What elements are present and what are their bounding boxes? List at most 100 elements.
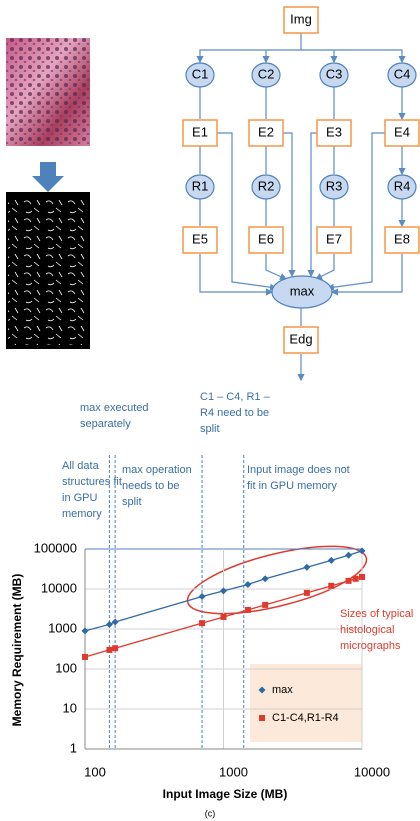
- point: [262, 602, 268, 608]
- annotation: structures fit: [62, 476, 122, 488]
- annotation: split: [200, 423, 220, 435]
- edge: [266, 254, 286, 279]
- node: C3: [320, 63, 348, 87]
- point: [245, 607, 251, 613]
- edge-lines: [8, 200, 88, 345]
- annotation: max operation: [122, 464, 192, 476]
- point: [82, 654, 88, 660]
- node: E6: [249, 227, 283, 253]
- annotation: needs to be: [122, 480, 180, 492]
- point: [353, 576, 359, 582]
- node: E4: [385, 120, 419, 146]
- y-tick-label: 100: [55, 660, 77, 675]
- edge: [200, 33, 301, 62]
- node: C4: [388, 63, 416, 87]
- caption: (c): [205, 808, 216, 818]
- node: R4: [388, 175, 416, 199]
- node-label: Edg: [289, 331, 312, 346]
- edge: [283, 133, 292, 276]
- edge: [301, 50, 402, 62]
- node: Img: [284, 7, 318, 33]
- y-tick-label: 10000: [41, 580, 77, 595]
- annotation: fit in GPU memory: [247, 480, 337, 492]
- point: [345, 552, 352, 559]
- point: [328, 557, 335, 564]
- legend-box: [250, 664, 362, 742]
- node: Edg: [284, 327, 318, 353]
- point: [199, 593, 206, 600]
- y-axis-title: Memory Requirement (MB): [10, 574, 24, 727]
- point: [244, 581, 251, 588]
- x-tick-label: 10000: [354, 764, 390, 779]
- annotation: Sizes of typical: [340, 608, 413, 620]
- node-label: E5: [192, 231, 208, 246]
- edge: [200, 87, 402, 119]
- point: [221, 614, 227, 620]
- figure: Img C1 C2 C3 C4 E1 E2 E3 E4 R1 R2 R3 R4 E5 E6 E7 E8 max Ed…: [0, 0, 420, 821]
- y-tick-label: 100000: [34, 540, 77, 555]
- node: E2: [249, 120, 283, 146]
- node-label: R2: [258, 178, 275, 193]
- node: C2: [252, 63, 280, 87]
- node-label: R3: [326, 178, 343, 193]
- annotation: split: [122, 496, 142, 508]
- legend-marker: [259, 715, 265, 721]
- point: [346, 578, 352, 584]
- node: max: [272, 276, 332, 308]
- point: [359, 574, 365, 580]
- annotation: histological: [340, 624, 394, 636]
- node-label: C3: [326, 66, 343, 81]
- annotation: in GPU: [62, 492, 98, 504]
- node: C1: [186, 63, 214, 87]
- node-label: max: [290, 283, 315, 298]
- y-tick-label: 1000: [48, 620, 77, 635]
- edge: [217, 133, 276, 288]
- node: E5: [183, 227, 217, 253]
- annotation: memory: [62, 508, 102, 520]
- point: [220, 587, 227, 594]
- node: R2: [252, 175, 280, 199]
- node-label: E1: [192, 124, 208, 139]
- annotation: separately: [80, 418, 131, 430]
- node: E7: [317, 227, 351, 253]
- node-label: E3: [326, 124, 342, 139]
- histology-cells: [6, 38, 90, 146]
- y-tick-label: 1: [70, 740, 77, 755]
- point: [106, 647, 112, 653]
- node-label: C1: [192, 66, 209, 81]
- point: [199, 620, 205, 626]
- annotation: max executed: [80, 402, 148, 414]
- node-label: R1: [192, 178, 209, 193]
- annotation: micrographs: [340, 640, 401, 652]
- edge: [311, 133, 317, 276]
- node-label: E6: [258, 231, 274, 246]
- node-label: R4: [394, 178, 411, 193]
- annotation: All data: [62, 460, 100, 472]
- node-label: E4: [394, 124, 410, 139]
- point: [112, 645, 118, 651]
- annotation: Input image does not: [247, 464, 350, 476]
- node-label: E7: [326, 231, 342, 246]
- annotation: C1 – C4, R1 –: [200, 391, 271, 403]
- point: [82, 627, 89, 634]
- node-label: C4: [394, 66, 411, 81]
- node-label: E2: [258, 124, 274, 139]
- node: E3: [317, 120, 351, 146]
- edge: [316, 254, 334, 279]
- down-arrow: [32, 162, 64, 192]
- point: [262, 575, 269, 582]
- node: E8: [385, 227, 419, 253]
- point: [303, 564, 310, 571]
- point: [328, 583, 334, 589]
- y-tick-label: 10: [63, 700, 77, 715]
- edge: [328, 133, 385, 288]
- node-label: Img: [290, 11, 312, 26]
- x-tick-label: 1000: [219, 764, 248, 779]
- x-tick-label: 100: [84, 764, 106, 779]
- legend-label: max: [272, 684, 293, 696]
- node-label: E8: [394, 231, 410, 246]
- chart-decor: [181, 533, 372, 742]
- node: R3: [320, 175, 348, 199]
- point: [304, 590, 310, 596]
- diagram-nodes: Img C1 C2 C3 C4 E1 E2 E3 E4 R1 R2 R3 R4 E5 E6 E7 E8 max Ed…: [183, 7, 419, 353]
